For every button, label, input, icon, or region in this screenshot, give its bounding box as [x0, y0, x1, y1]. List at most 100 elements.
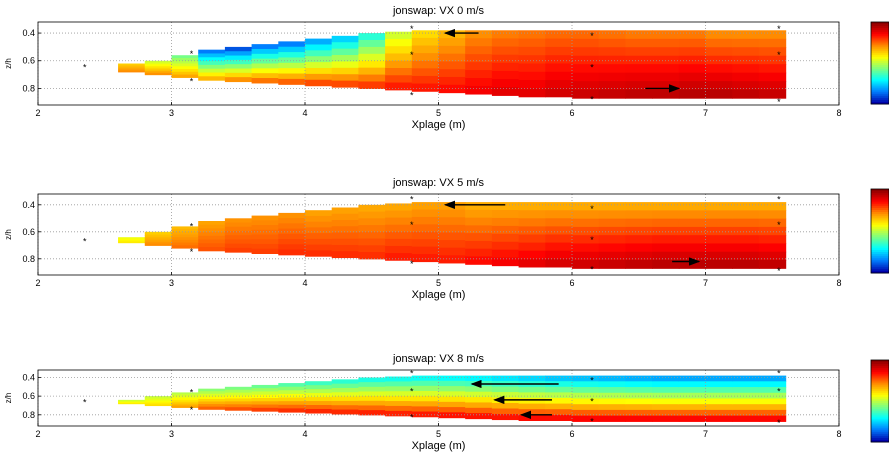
- field-cell: [545, 210, 573, 219]
- probe-marker: *: [590, 31, 594, 41]
- colorbar-swatch: [871, 425, 889, 429]
- field-cell: [331, 232, 359, 240]
- field-cell: [411, 75, 440, 85]
- field-cell: [144, 241, 173, 245]
- field-cell: [545, 250, 573, 260]
- field-cell: [572, 81, 600, 91]
- chart-panel-1: jonswap: VX 0 m/s * * * * * * * * * * * * 2 3 4 5 6 7 8 0.4 0…: [4, 5, 889, 131]
- field-cell: [705, 30, 733, 40]
- field-cell: [545, 381, 573, 388]
- field-cell: [465, 407, 493, 414]
- field-cell: [305, 44, 333, 51]
- field-cell: [491, 249, 520, 259]
- field-column: [118, 237, 146, 244]
- field-column: [171, 226, 199, 249]
- field-cell: [625, 38, 653, 48]
- field-cell: [331, 35, 359, 43]
- field-column: [331, 207, 359, 259]
- field-cell: [278, 390, 306, 395]
- field-cell: [305, 408, 333, 414]
- field-cell: [358, 60, 386, 69]
- field-cell: [598, 218, 626, 228]
- field-cell: [678, 235, 707, 245]
- field-cell: [678, 81, 707, 91]
- field-cell: [598, 72, 626, 82]
- field-cell: [491, 233, 520, 243]
- field-column: [705, 202, 733, 269]
- field-cell: [678, 243, 707, 253]
- field-cell: [305, 67, 333, 75]
- field-cell: [358, 391, 386, 397]
- field-cell: [465, 202, 493, 211]
- field-cell: [331, 405, 359, 411]
- field-cell: [625, 81, 653, 91]
- field-cell: [758, 235, 787, 245]
- field-cell: [251, 243, 279, 250]
- field-cell: [705, 251, 733, 261]
- field-cell: [572, 72, 600, 82]
- probe-marker: *: [410, 90, 414, 100]
- field-cell: [278, 401, 306, 406]
- x-tick-label: 8: [836, 429, 841, 439]
- field-cell: [171, 405, 199, 408]
- field-column: [491, 202, 520, 267]
- field-cell: [652, 243, 680, 253]
- field-cell: [678, 404, 707, 411]
- field-column: [438, 30, 466, 94]
- field-cell: [598, 392, 626, 400]
- field-cell: [545, 80, 573, 89]
- colorbar-swatch: [871, 249, 889, 253]
- colorbar-swatch: [871, 419, 889, 422]
- colorbar-swatch: [871, 384, 889, 388]
- field-column: [758, 375, 787, 422]
- field-cell: [678, 375, 707, 382]
- y-tick-label: 0.8: [22, 254, 35, 264]
- field-cell: [572, 375, 600, 382]
- colorbar-swatch: [871, 401, 889, 404]
- field-cell: [491, 70, 520, 80]
- field-cell: [198, 221, 226, 226]
- field-cell: [118, 239, 146, 241]
- probe-marker: *: [410, 194, 414, 204]
- field-cell: [171, 231, 199, 236]
- field-cell: [572, 404, 600, 411]
- field-cell: [572, 30, 600, 40]
- field-cell: [518, 30, 546, 40]
- field-cell: [198, 61, 226, 66]
- field-column: [438, 375, 466, 419]
- field-cell: [144, 236, 173, 240]
- field-cell: [678, 47, 707, 57]
- field-cell: [278, 383, 306, 388]
- field-cell: [705, 415, 733, 422]
- field-cell: [732, 30, 760, 40]
- field-column: [198, 388, 226, 410]
- field-cell: [758, 64, 787, 74]
- field-cell: [545, 202, 573, 211]
- field-cell: [411, 209, 440, 218]
- colorbar-swatch: [871, 67, 889, 70]
- field-cell: [411, 37, 440, 47]
- x-tick-label: 7: [703, 108, 708, 118]
- field-cell: [278, 233, 306, 240]
- field-cell: [758, 55, 787, 65]
- field-cell: [491, 54, 520, 64]
- probe-marker: *: [410, 220, 414, 230]
- x-tick-label: 3: [169, 108, 174, 118]
- field-cell: [758, 218, 787, 228]
- field-cell: [198, 49, 226, 55]
- probe-marker: *: [777, 50, 781, 60]
- field-cell: [385, 391, 413, 397]
- field-cell: [625, 415, 653, 422]
- field-column: [732, 375, 760, 422]
- field-column: [224, 218, 253, 253]
- field-cell: [652, 235, 680, 245]
- colorbar-swatch: [871, 226, 889, 230]
- colorbar-swatch: [871, 411, 889, 414]
- field-cell: [678, 226, 707, 236]
- probe-marker: *: [590, 265, 594, 275]
- field-cell: [572, 235, 600, 245]
- field-cell: [385, 38, 413, 47]
- field-cell: [171, 74, 199, 78]
- field-cell: [518, 80, 546, 89]
- field-cell: [758, 89, 787, 99]
